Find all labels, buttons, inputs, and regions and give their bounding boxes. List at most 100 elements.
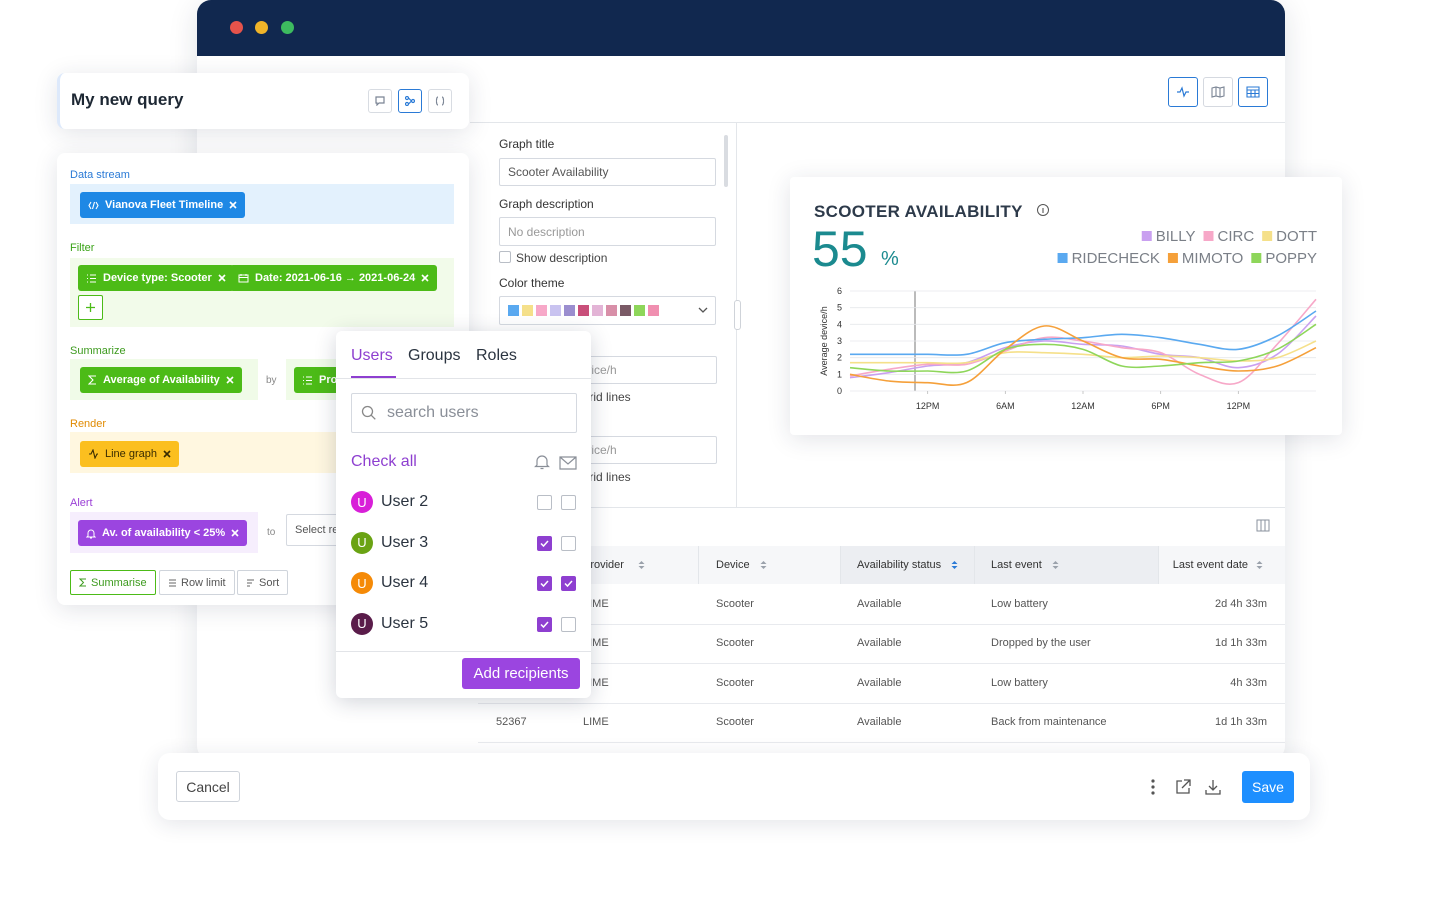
legend-swatch <box>1262 231 1273 241</box>
email-checkbox[interactable] <box>561 576 576 591</box>
sort-up <box>760 561 767 564</box>
remove-icon[interactable] <box>231 529 239 537</box>
roles-tab[interactable]: Roles <box>476 347 517 364</box>
email-checkbox[interactable] <box>561 535 576 551</box>
data-stream-chip[interactable]: Vianova Fleet Timeline <box>80 192 246 218</box>
color-theme-label: Color theme <box>499 276 565 290</box>
remove-icon[interactable] <box>229 201 237 209</box>
open-external-icon[interactable] <box>1175 779 1191 795</box>
row-limit-button[interactable]: Row limit <box>159 570 235 595</box>
graph-description-label: Graph description <box>499 197 594 211</box>
info-icon[interactable] <box>1037 204 1049 216</box>
code-button[interactable] <box>428 89 452 113</box>
legend-swatch <box>1251 253 1262 263</box>
notify-checkbox[interactable] <box>537 535 552 551</box>
notify-checkbox[interactable] <box>537 576 552 591</box>
line-view-button[interactable] <box>1168 77 1198 107</box>
render-chip[interactable]: Line graph <box>80 441 179 467</box>
maximize-dot[interactable] <box>281 21 294 34</box>
y-tick-label: 3 <box>837 336 842 346</box>
column-header[interactable]: Availability status <box>857 559 942 571</box>
kpi-unit: % <box>881 248 899 270</box>
summarize-chip[interactable]: Average of Availability <box>80 367 242 393</box>
user-avatar: U <box>351 491 373 513</box>
filter-chip[interactable]: Date: 2021-06-16 → 2021-06-24 <box>230 265 438 291</box>
to-label: to <box>267 527 276 538</box>
download-icon[interactable] <box>1205 779 1221 795</box>
alert-chip[interactable]: Av. of availability < 25% <box>78 520 248 546</box>
graph-description-input[interactable]: No description <box>499 217 716 246</box>
legend-swatch <box>1141 231 1152 241</box>
notify-checkbox[interactable] <box>537 495 552 510</box>
add-filter-button[interactable] <box>78 295 103 320</box>
x-tick-label: 12AM <box>1071 401 1095 411</box>
sort-button[interactable]: Sort <box>237 570 289 595</box>
cell: Available <box>857 676 902 689</box>
column-header[interactable]: Last event date <box>1172 559 1248 571</box>
bell-icon <box>86 529 96 538</box>
email-checkbox[interactable] <box>561 616 576 632</box>
legend-label: CIRC <box>1218 228 1255 245</box>
chip-text: Date: 2021-06-16 → 2021-06-24 <box>255 272 416 284</box>
notify-checkbox[interactable] <box>537 616 552 632</box>
graph-title-input[interactable]: Scooter Availability <box>499 158 716 186</box>
data-table: Provider Device Availability status Last ev… <box>478 546 1285 743</box>
map-view-button[interactable] <box>1203 77 1233 107</box>
sort-up <box>951 561 958 564</box>
summarise-button[interactable]: Summarise <box>70 570 156 595</box>
minimize-dot[interactable] <box>255 21 268 34</box>
comment-button[interactable] <box>368 89 392 113</box>
check-icon <box>540 580 549 588</box>
chip-text: Average of Availability <box>103 374 220 386</box>
save-button[interactable]: Save <box>1242 771 1294 803</box>
remove-icon[interactable] <box>226 376 234 384</box>
sort-down <box>1052 566 1059 569</box>
summarize-label: Summarize <box>70 345 126 357</box>
sigma-icon <box>88 375 96 385</box>
remove-icon[interactable] <box>421 274 429 282</box>
cell: 52367 <box>496 715 527 728</box>
column-header[interactable]: Last event <box>991 559 1042 571</box>
sort-icon <box>1256 561 1263 569</box>
show-description-checkbox[interactable] <box>499 251 511 263</box>
row-divider <box>478 663 1285 665</box>
panel-resize-handle[interactable] <box>734 300 741 330</box>
check-mark <box>540 580 549 588</box>
groups-tab[interactable]: Groups <box>408 347 461 364</box>
cell: Scooter <box>716 676 754 689</box>
list-icon <box>87 273 96 283</box>
graph-title-label: Graph title <box>499 137 555 151</box>
cell: 1d 1h 33m <box>1215 637 1267 650</box>
table-view-button[interactable] <box>1238 77 1268 107</box>
users-tab[interactable]: Users <box>351 347 393 364</box>
cell: Scooter <box>716 598 754 610</box>
add-recipients-button[interactable]: Add recipients <box>462 658 580 689</box>
columns-icon[interactable] <box>1256 519 1270 532</box>
line-chart: SCOOTER AVAILABILITY 55 % Average device… <box>812 202 1317 411</box>
remove-icon[interactable] <box>163 450 171 458</box>
column-header[interactable]: Device <box>716 559 750 571</box>
chart-title: SCOOTER AVAILABILITY <box>814 202 1023 221</box>
filter-chip[interactable]: Device type: Scooter <box>78 265 234 291</box>
series-line <box>850 310 1317 356</box>
cancel-button[interactable]: Cancel <box>176 771 240 802</box>
cell: Available <box>857 715 902 728</box>
check-all-link[interactable]: Check all <box>351 453 417 470</box>
cell: LIME <box>583 637 609 650</box>
email-checkbox[interactable] <box>561 495 576 510</box>
close-dot[interactable] <box>230 21 243 34</box>
flow-button[interactable] <box>398 89 422 113</box>
search-input[interactable]: search users <box>351 393 577 433</box>
remove-icon[interactable] <box>218 274 226 282</box>
plus-icon <box>86 303 95 312</box>
check-mark <box>540 620 549 628</box>
column-divider <box>698 546 699 584</box>
button-text: Summarise <box>91 576 147 589</box>
more-icon[interactable] <box>1150 778 1156 796</box>
color-theme-select[interactable] <box>499 296 716 325</box>
popup-divider <box>336 651 591 652</box>
column-header[interactable]: Provider <box>583 559 624 571</box>
by-label: by <box>266 375 277 386</box>
cell: LIME <box>583 715 609 728</box>
cell: LIME <box>583 676 609 689</box>
